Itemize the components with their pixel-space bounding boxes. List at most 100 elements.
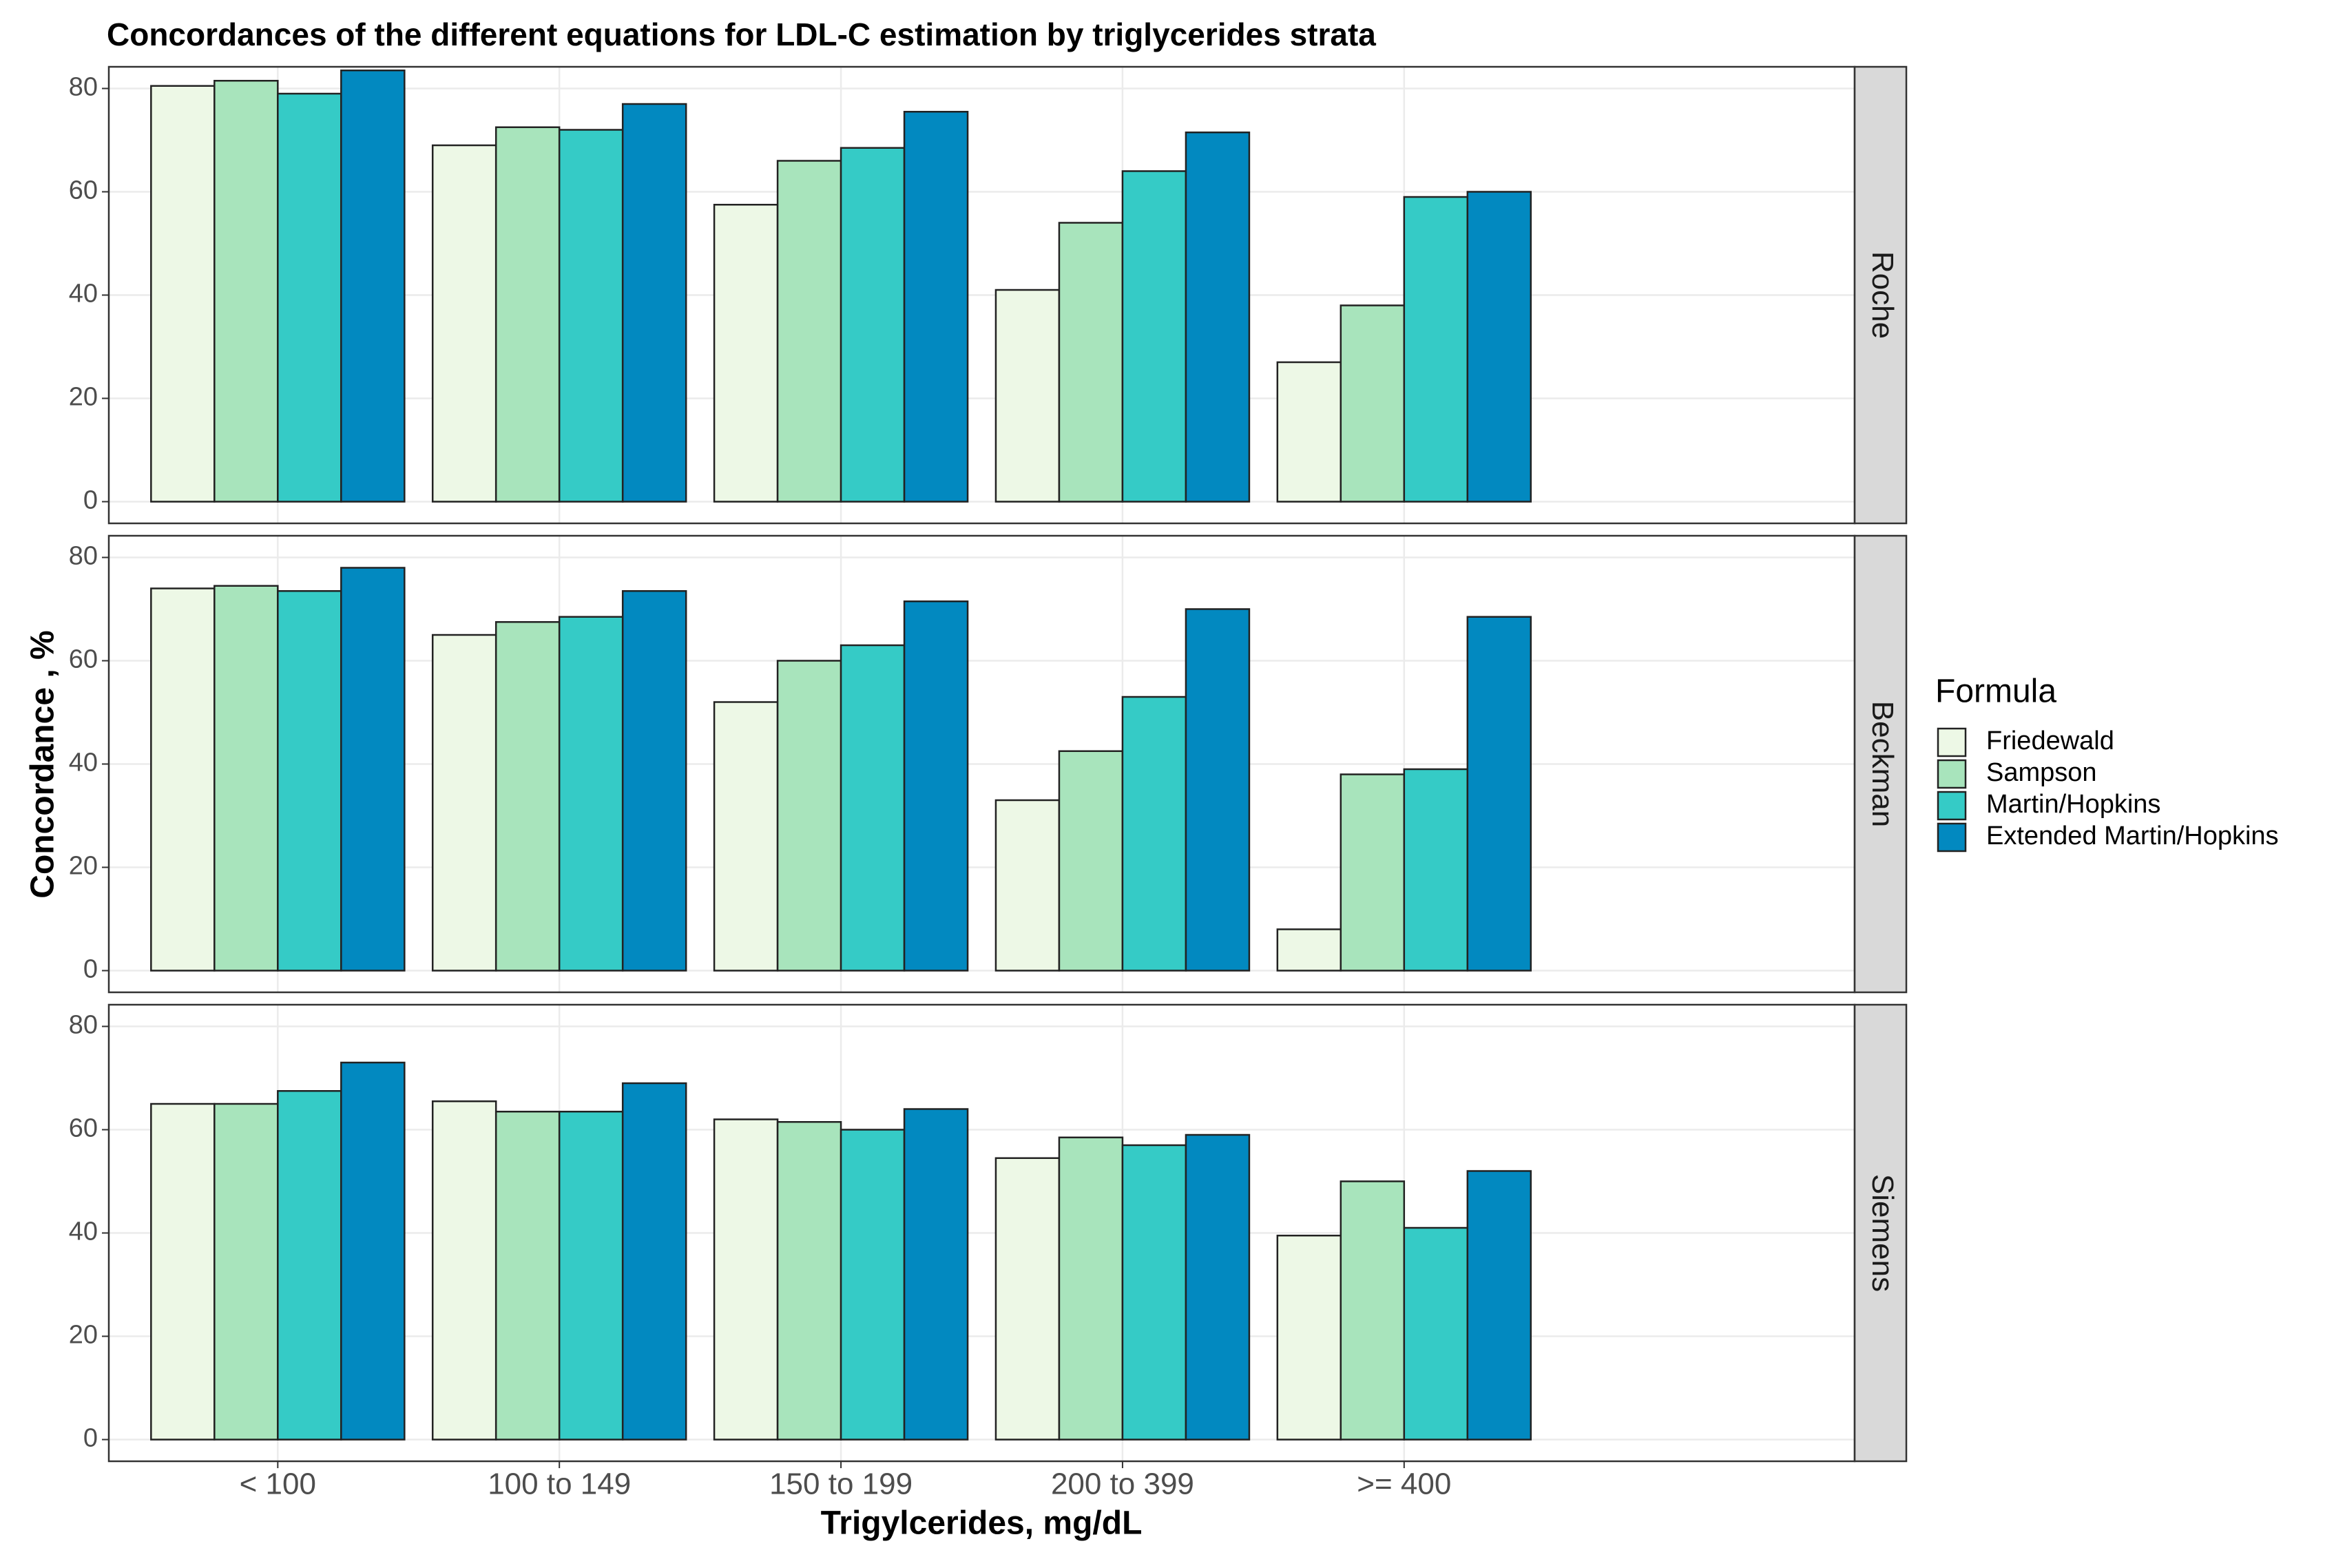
bar (903, 111, 969, 503)
facet-strip (1853, 1003, 1908, 1463)
bar (1340, 1180, 1406, 1441)
legend-label: Friedewald (1986, 726, 2114, 755)
facet-strip (1853, 534, 1908, 994)
bar (277, 92, 342, 503)
bar (1466, 191, 1532, 503)
y-tick-label: 20 (69, 1321, 98, 1350)
y-tick-label: 20 (69, 383, 98, 412)
bar (776, 660, 842, 972)
bar (903, 600, 969, 972)
bar (150, 587, 216, 972)
legend-key (1937, 759, 1967, 789)
bar (1185, 132, 1251, 503)
bar (621, 103, 687, 503)
bar (1058, 1136, 1124, 1441)
bar (840, 644, 906, 972)
facet-label: Siemens (1866, 1174, 1899, 1292)
bar (621, 1082, 687, 1441)
bar (621, 590, 687, 972)
x-tick-label: < 100 (240, 1467, 316, 1501)
bar (994, 799, 1061, 972)
legend-label: Martin/Hopkins (1986, 790, 2160, 819)
bar (840, 1129, 906, 1441)
y-tick-label: 60 (69, 1114, 98, 1143)
legend-key (1937, 791, 1967, 821)
x-axis-title: Trigylcerides, mg/dL (821, 1505, 1143, 1542)
x-tick-label: >= 400 (1357, 1467, 1451, 1501)
legend-title: Formula (1935, 673, 2056, 710)
x-tick-label: 150 to 199 (769, 1467, 913, 1501)
bar (1403, 768, 1469, 972)
bar (1121, 1144, 1187, 1441)
facet-strip (1853, 65, 1908, 525)
y-tick-label: 60 (69, 645, 98, 674)
bar (340, 567, 406, 972)
y-axis-title: Concordance , % (25, 630, 61, 898)
bar (840, 147, 906, 503)
bar (1058, 222, 1124, 503)
legend-label: Sampson (1986, 758, 2097, 787)
bar (1340, 773, 1406, 972)
bar (494, 621, 561, 972)
y-tick-label: 60 (69, 176, 98, 205)
y-tick-label: 0 (83, 1424, 98, 1453)
bar (1340, 304, 1406, 503)
bar (1185, 608, 1251, 972)
bar (1276, 361, 1342, 503)
legend-key (1937, 727, 1967, 757)
bar (1121, 696, 1187, 972)
bar (1276, 928, 1342, 972)
bar (1058, 750, 1124, 972)
bar (431, 1100, 497, 1441)
bar (776, 1121, 842, 1441)
bar (1403, 1226, 1469, 1441)
bar (1276, 1235, 1342, 1441)
bar (994, 1157, 1061, 1441)
bar (1403, 196, 1469, 503)
bar (494, 1111, 561, 1441)
y-tick-label: 0 (83, 955, 98, 984)
chart-title: Concordances of the different equations … (107, 17, 1376, 52)
bar (150, 85, 216, 503)
bar (277, 1090, 342, 1441)
bar (277, 590, 342, 972)
bar (213, 1102, 279, 1441)
bar (713, 1118, 779, 1441)
bar (903, 1108, 969, 1441)
x-tick-label: 100 to 149 (488, 1467, 631, 1501)
bar (1466, 1170, 1532, 1441)
bar (150, 1102, 216, 1441)
bar (713, 701, 779, 972)
y-tick-label: 40 (69, 280, 98, 309)
y-tick-label: 20 (69, 852, 98, 881)
y-tick-label: 80 (69, 542, 98, 571)
bar (431, 144, 497, 503)
bar (494, 126, 561, 503)
bar (994, 289, 1061, 503)
bar (558, 1111, 624, 1441)
bar (558, 616, 624, 972)
bar (1466, 616, 1532, 972)
y-tick-label: 0 (83, 486, 98, 515)
bar (558, 129, 624, 503)
facet-label: Roche (1866, 251, 1899, 339)
bar (776, 160, 842, 503)
y-tick-label: 80 (69, 1011, 98, 1040)
y-tick-label: 40 (69, 1217, 98, 1246)
bar (431, 634, 497, 972)
legend-label: Extended Martin/Hopkins (1986, 822, 2279, 850)
x-tick-label: 200 to 399 (1051, 1467, 1194, 1501)
bar (340, 1061, 406, 1441)
y-tick-label: 40 (69, 749, 98, 777)
bar (340, 70, 406, 503)
bar (213, 80, 279, 503)
y-tick-label: 80 (69, 73, 98, 102)
legend-key (1937, 822, 1967, 853)
bar (213, 585, 279, 972)
bar (713, 204, 779, 503)
bar (1185, 1133, 1251, 1441)
bar (1121, 170, 1187, 503)
facet-label: Beckman (1866, 701, 1899, 827)
